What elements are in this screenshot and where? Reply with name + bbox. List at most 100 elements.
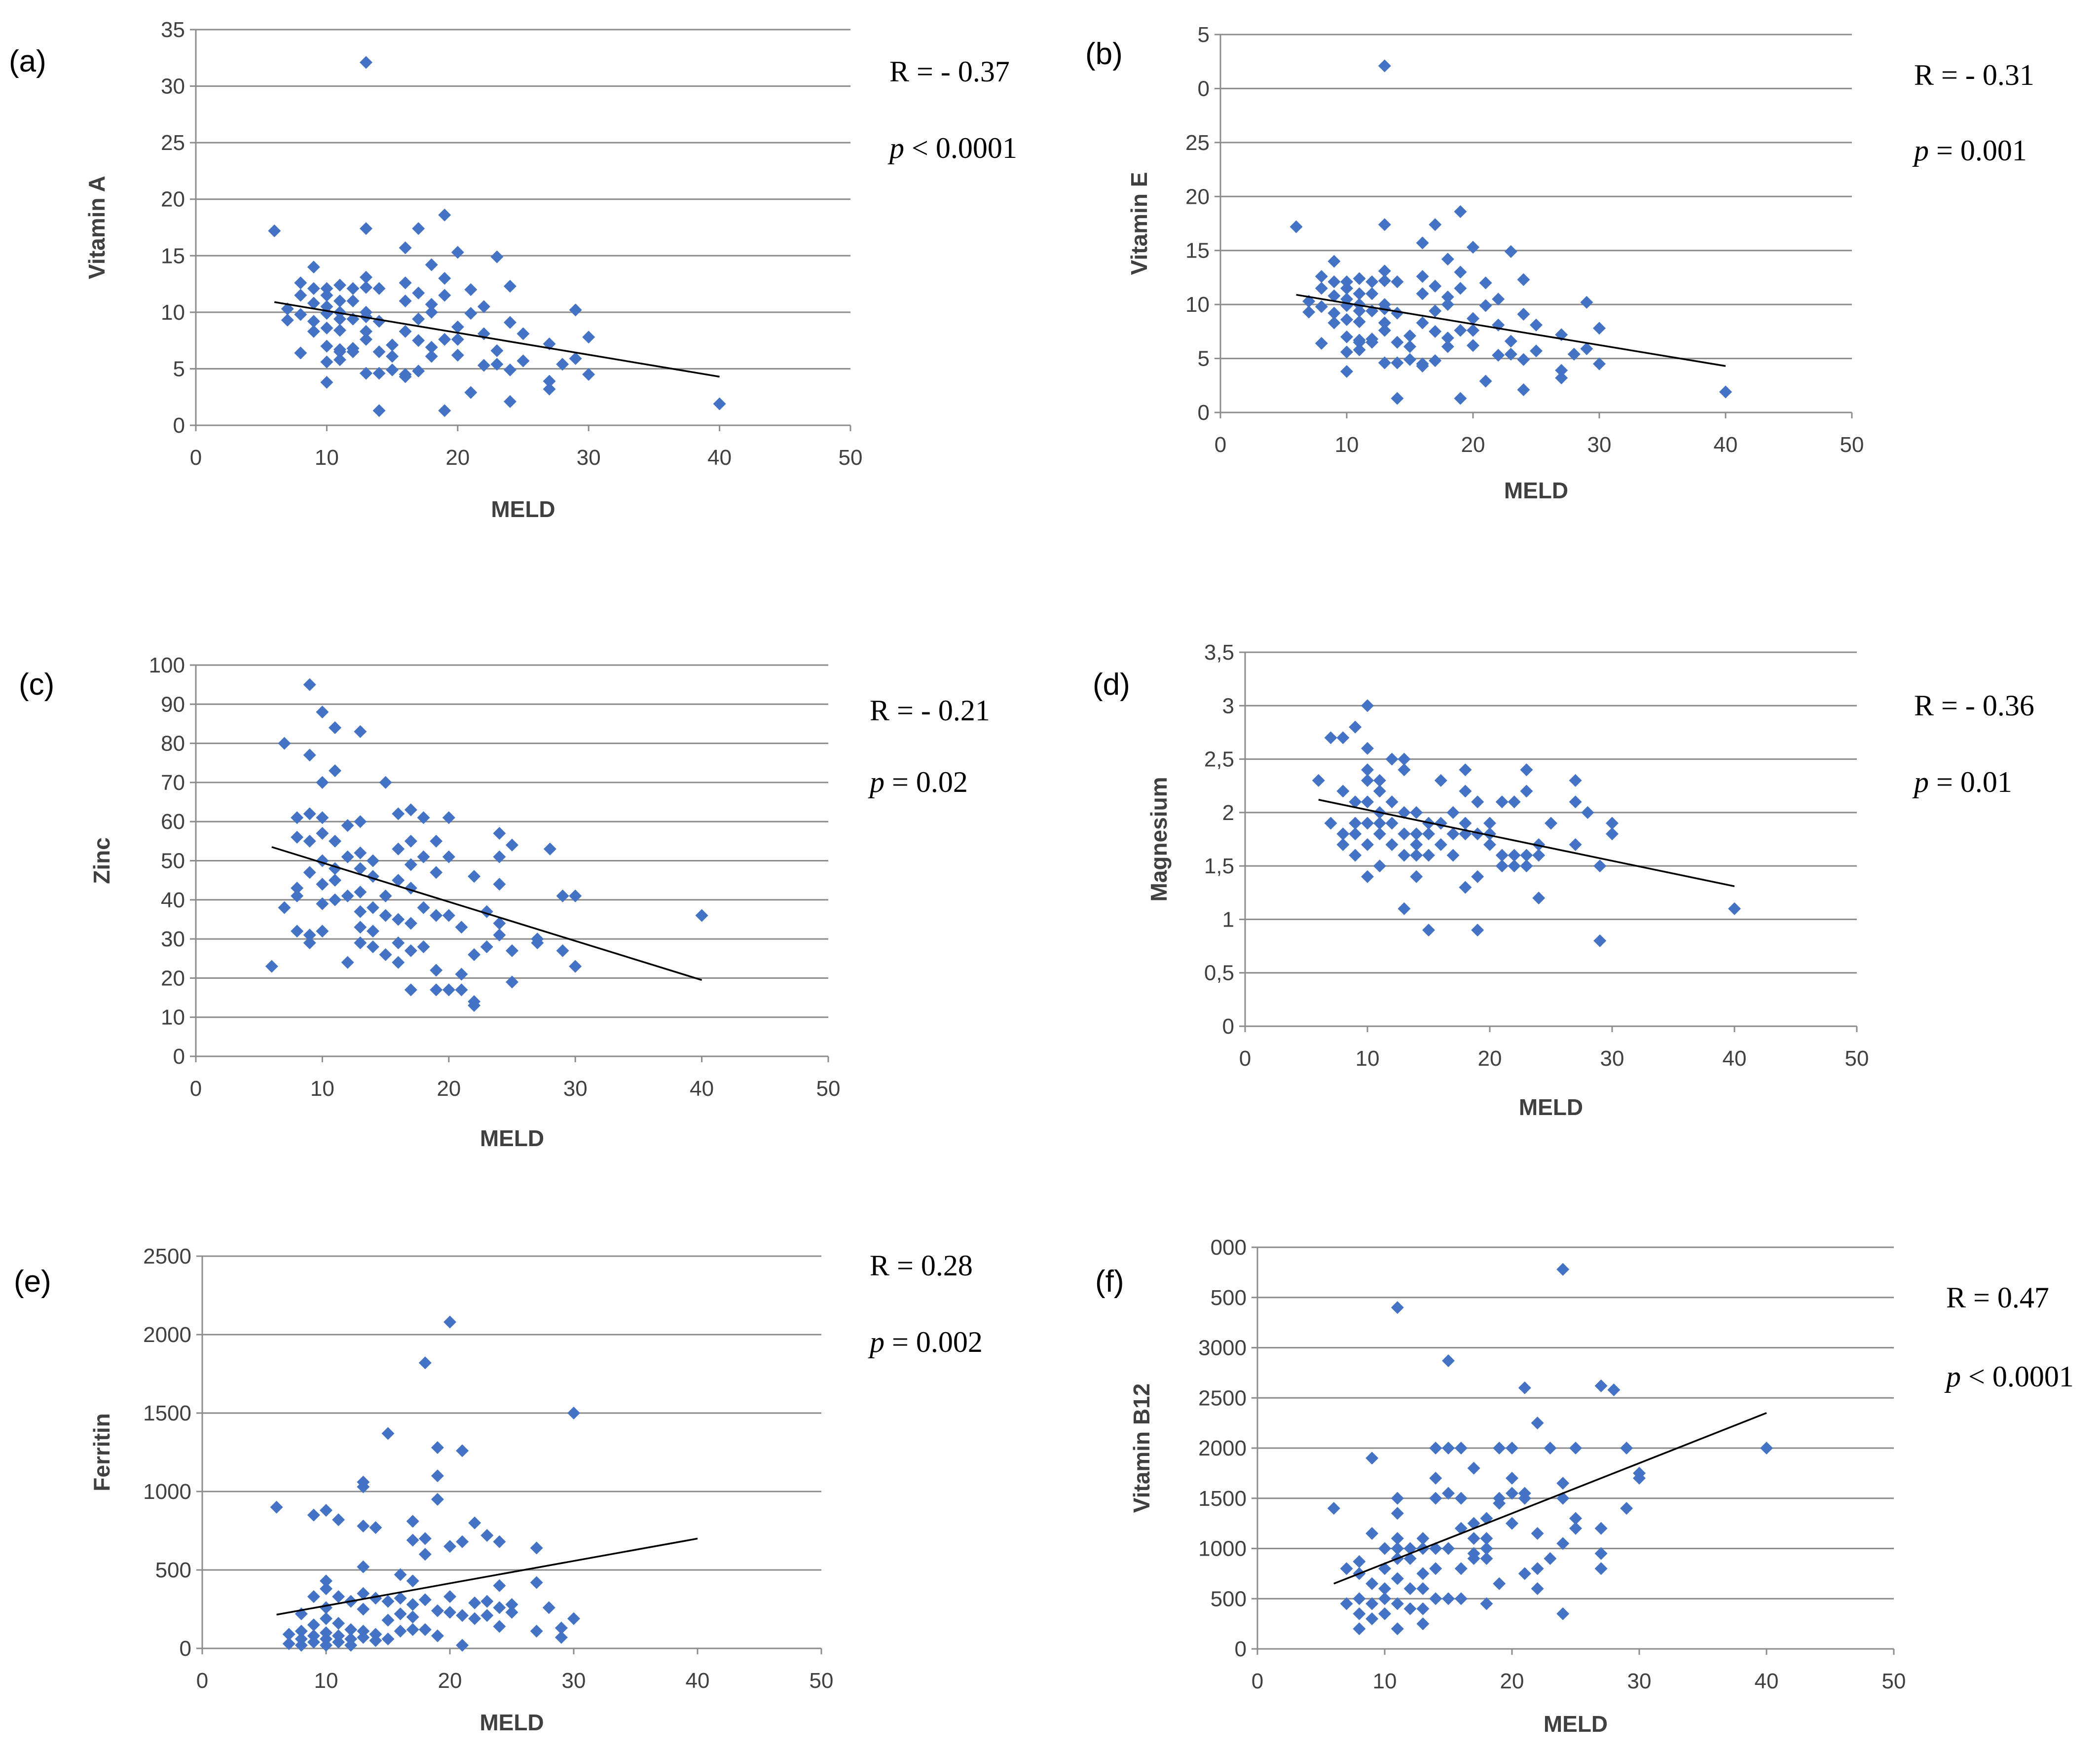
data-point: [1594, 1562, 1608, 1575]
data-point: [1398, 752, 1411, 766]
data-point: [1555, 371, 1568, 384]
data-point: [1315, 270, 1328, 283]
data-point: [294, 289, 307, 302]
data-point: [291, 882, 304, 895]
data-point: [404, 834, 417, 848]
data-point: [341, 819, 354, 832]
data-point: [1506, 1487, 1518, 1500]
x-tick-label: 20: [445, 446, 470, 470]
data-point: [505, 1598, 518, 1611]
data-point: [1467, 339, 1479, 352]
data-point: [430, 909, 443, 922]
data-point: [399, 276, 412, 290]
data-point: [1391, 275, 1404, 289]
data-point: [543, 374, 556, 388]
y-tick-label: 500: [1211, 1587, 1247, 1611]
data-point: [505, 1605, 518, 1619]
data-point: [360, 333, 373, 346]
data-point: [543, 842, 556, 856]
x-tick-label: 10: [314, 1669, 338, 1693]
data-point: [1429, 1442, 1442, 1455]
data-point: [1593, 322, 1606, 335]
data-point: [695, 909, 708, 922]
x-tick-label: 30: [563, 1077, 588, 1101]
data-point: [1365, 1597, 1379, 1610]
data-point: [477, 300, 490, 313]
x-tick-label: 10: [1356, 1046, 1380, 1071]
y-tick-label: 500: [155, 1558, 191, 1582]
data-point: [320, 282, 333, 295]
data-point: [1315, 282, 1328, 295]
data-point: [516, 354, 530, 368]
data-point: [464, 386, 478, 399]
data-point: [442, 811, 455, 824]
data-point: [417, 850, 430, 863]
data-point: [333, 294, 346, 307]
data-point: [392, 956, 405, 969]
data-point: [1495, 849, 1509, 862]
data-point: [1410, 838, 1423, 851]
data-point: [1391, 1532, 1404, 1545]
data-point: [1349, 817, 1362, 830]
y-tick-label: 100: [149, 653, 185, 677]
data-point: [1467, 1552, 1480, 1565]
data-point: [406, 1574, 419, 1588]
data-point: [360, 325, 373, 338]
data-point: [392, 874, 405, 887]
data-point: [418, 1623, 432, 1636]
y-tick-label: 25: [161, 131, 185, 155]
data-point: [417, 811, 430, 824]
data-point: [1422, 827, 1435, 841]
data-point: [366, 854, 379, 867]
data-point: [1480, 1532, 1493, 1545]
data-point: [530, 1541, 543, 1555]
data-point: [480, 1595, 494, 1608]
y-tick-label: 0: [1198, 401, 1210, 425]
x-axis-title: MELD: [1504, 478, 1568, 503]
data-point: [379, 948, 392, 961]
data-point: [418, 1532, 432, 1545]
y-axis-title: Ferritin: [89, 1413, 114, 1491]
data-point: [1556, 1537, 1570, 1550]
x-tick-label: 50: [816, 1077, 841, 1101]
y-tick-label: 3000: [1198, 1336, 1247, 1360]
y-tick-label: 1000: [1198, 1537, 1247, 1561]
data-point: [1520, 784, 1533, 798]
data-point: [1492, 349, 1505, 362]
data-point: [307, 1508, 320, 1522]
y-tick-label: 1500: [143, 1401, 191, 1425]
y-tick-label: 30: [161, 75, 185, 99]
data-point: [493, 850, 506, 863]
data-point: [1480, 1597, 1493, 1610]
data-point: [582, 368, 595, 381]
data-point: [456, 1535, 469, 1548]
data-point: [333, 345, 346, 359]
data-point: [1385, 838, 1399, 851]
data-point: [1459, 881, 1472, 894]
data-point: [1504, 347, 1517, 361]
data-point: [431, 1492, 444, 1506]
data-point: [1403, 1582, 1417, 1595]
p-value-text: < 0.0001: [904, 132, 1017, 164]
data-point: [456, 1639, 469, 1652]
data-point: [490, 358, 504, 371]
data-point: [1517, 383, 1530, 397]
data-point: [1459, 784, 1472, 798]
trendline: [271, 846, 702, 981]
data-point: [1361, 817, 1374, 830]
x-tick-label: 40: [1755, 1669, 1779, 1693]
data-point: [468, 1516, 481, 1529]
data-point: [1340, 275, 1353, 289]
data-point: [1340, 1597, 1353, 1610]
data-point: [307, 282, 320, 295]
x-tick-label: 10: [1373, 1669, 1397, 1693]
y-tick-label: 5: [1198, 347, 1210, 371]
x-tick-label: 30: [1627, 1669, 1652, 1693]
data-point: [1567, 347, 1581, 361]
data-point: [713, 397, 726, 410]
data-point: [569, 889, 582, 902]
data-point: [1324, 731, 1337, 745]
data-point: [332, 1636, 345, 1649]
data-point: [1391, 306, 1404, 320]
p-value: p < 0.0001: [1944, 1360, 2074, 1393]
